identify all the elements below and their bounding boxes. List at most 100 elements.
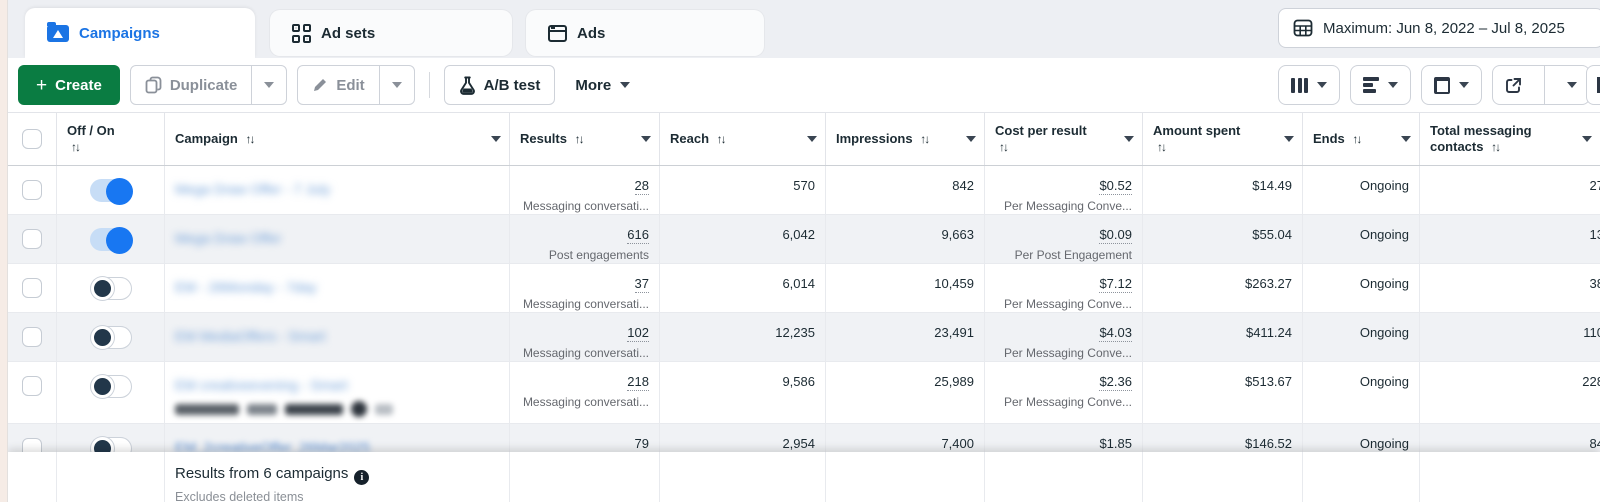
tab-campaigns[interactable]: Campaigns (25, 8, 255, 58)
columns-button[interactable] (1278, 65, 1340, 105)
impressions-cell: 25,989 (826, 362, 985, 423)
cost-per-result-value[interactable]: $2.36 (1099, 374, 1132, 391)
contacts-value: 228 (1582, 374, 1600, 389)
results-value[interactable]: 616 (627, 227, 649, 244)
header-impressions[interactable]: Impressions ↑↓ (826, 113, 985, 165)
header-campaign[interactable]: Campaign ↑↓ (165, 113, 510, 165)
chevron-down-icon (1459, 82, 1469, 88)
date-range-button[interactable]: Maximum: Jun 8, 2022 – Jul 8, 2025 (1278, 8, 1600, 48)
results-value[interactable]: 79 (634, 436, 649, 453)
results-value[interactable]: 37 (634, 276, 649, 293)
duplicate-split-button: Duplicate (129, 65, 288, 105)
chevron-down-icon (620, 82, 631, 88)
header-cost-per-result[interactable]: Cost per result ↑↓ (985, 113, 1143, 165)
ends-cell: Ongoing (1303, 264, 1420, 312)
row-checkbox[interactable] (22, 229, 42, 249)
row-toggle-cell (57, 215, 165, 263)
tab-ad-sets-label: Ad sets (321, 24, 376, 42)
chevron-down-icon[interactable] (491, 136, 501, 142)
cost-per-result-value[interactable]: $4.03 (1099, 325, 1132, 342)
header-select-all (8, 113, 57, 165)
chevron-down-icon[interactable] (641, 136, 651, 142)
export-dropdown-caret[interactable] (1555, 82, 1589, 88)
results-value[interactable]: 28 (634, 178, 649, 195)
tab-ad-sets[interactable]: Ad sets (270, 10, 512, 56)
campaign-badges-redacted (175, 401, 499, 417)
export-button[interactable] (1493, 77, 1534, 94)
ab-test-button[interactable]: A/B test (443, 65, 556, 105)
chevron-down-icon[interactable] (966, 136, 976, 142)
cost-per-result-value[interactable]: $7.12 (1099, 276, 1132, 293)
info-icon[interactable]: i (354, 470, 370, 485)
row-checkbox[interactable] (22, 278, 42, 298)
export-icon (1506, 77, 1521, 93)
reports-button[interactable] (1421, 65, 1482, 105)
off-on-toggle[interactable] (89, 227, 133, 254)
campaign-cell[interactable]: EM creativeevening - Smart (165, 362, 510, 423)
campaign-cell[interactable]: Mega Draw Offer (165, 215, 510, 263)
row-checkbox[interactable] (22, 376, 42, 396)
cut-off-toolbar-button[interactable] (1586, 65, 1600, 105)
chevron-down-icon[interactable] (1124, 136, 1134, 142)
tab-ads[interactable]: Ads (526, 10, 764, 56)
edit-button-label: Edit (336, 76, 365, 94)
summary-cost-cell (985, 452, 1143, 502)
header-ends[interactable]: Ends ↑↓ (1303, 113, 1420, 165)
breakdown-button[interactable] (1350, 65, 1411, 105)
chevron-down-icon[interactable] (807, 136, 817, 142)
cost-per-result-value[interactable]: $1.85 (1099, 436, 1132, 453)
more-button[interactable]: More (565, 65, 641, 105)
row-checkbox[interactable] (22, 327, 42, 347)
cost-per-result-value[interactable]: $0.09 (1099, 227, 1132, 244)
total-messaging-contacts-cell: 110 (1420, 313, 1600, 361)
results-value[interactable]: 218 (627, 374, 649, 391)
amount-spent-cell: $513.67 (1143, 362, 1303, 423)
cost-type-label: Per Post Engagement (1014, 248, 1132, 262)
campaign-cell[interactable]: EM - 26Monday - 7day (165, 264, 510, 312)
chevron-down-icon[interactable] (1284, 136, 1294, 142)
amount-spent-cell: $411.24 (1143, 313, 1303, 361)
select-all-checkbox[interactable] (22, 129, 42, 149)
header-results[interactable]: Results ↑↓ (510, 113, 660, 165)
table-row: Mega Draw Offer 616 Post engagements 6,0… (8, 215, 1600, 264)
cost-per-result-value[interactable]: $0.52 (1099, 178, 1132, 195)
edit-dropdown-caret[interactable] (378, 66, 414, 104)
contacts-value: 38 (1589, 276, 1600, 291)
ends-value: Ongoing (1359, 276, 1409, 291)
ends-value: Ongoing (1359, 325, 1409, 340)
ad-sets-grid-icon (292, 23, 311, 43)
row-checkbox[interactable] (22, 180, 42, 200)
toolbar-divider (428, 72, 430, 98)
row-toggle-cell (57, 362, 165, 423)
off-on-toggle[interactable] (89, 178, 133, 205)
header-reach[interactable]: Reach ↑↓ (660, 113, 826, 165)
sort-arrows-icon: ↑↓ (1491, 140, 1501, 154)
header-off-on[interactable]: Off / On ↑↓ (57, 113, 165, 165)
row-select-cell (8, 313, 57, 361)
off-on-toggle[interactable] (89, 326, 132, 349)
page-left-edge (0, 0, 8, 502)
campaign-name-redacted: EM creativeevening - Smart (175, 377, 348, 393)
table-body: Mega Draw Offer - 7 July 28 Messaging co… (8, 166, 1600, 472)
off-on-toggle[interactable] (89, 277, 132, 300)
row-toggle-cell (57, 166, 165, 214)
off-on-toggle[interactable] (89, 375, 132, 398)
create-button[interactable]: + Create (18, 65, 120, 105)
row-select-cell (8, 166, 57, 214)
campaign-cell[interactable]: EM_2creativeOffer_26Mar2025 (165, 424, 510, 471)
chevron-down-icon[interactable] (1401, 136, 1411, 142)
amount-spent-cell: $14.49 (1143, 166, 1303, 214)
results-type-label: Post engagements (548, 248, 649, 262)
edit-button[interactable]: Edit (298, 66, 378, 104)
duplicate-button[interactable]: Duplicate (131, 66, 252, 104)
row-select-cell (8, 264, 57, 312)
results-value[interactable]: 102 (627, 325, 649, 342)
header-amount-spent[interactable]: Amount spent ↑↓ (1143, 113, 1303, 165)
campaign-cell[interactable]: Mega Draw Offer - 7 July (165, 166, 510, 214)
chevron-down-icon[interactable] (1582, 136, 1592, 142)
duplicate-dropdown-caret[interactable] (251, 66, 286, 104)
header-total-messaging-contacts[interactable]: Total messaging contacts ↑↓ (1420, 113, 1600, 165)
impressions-value: 7,400 (941, 436, 974, 451)
campaign-cell[interactable]: EM MediaOffers - Smart (165, 313, 510, 361)
columns-icon (1291, 77, 1308, 93)
